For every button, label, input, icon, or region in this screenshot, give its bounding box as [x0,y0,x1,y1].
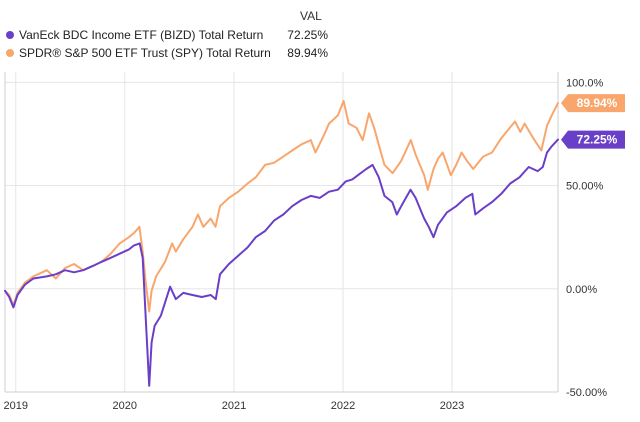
end-value-tag-0 [561,130,625,149]
legend-item-spy[interactable]: SPDR® S&P 500 ETF Trust (SPY) Total Retu… [6,46,346,62]
legend-label-spy: SPDR® S&P 500 ETF Trust (SPY) Total Retu… [19,46,271,60]
legend-swatch-spy [6,49,14,57]
x-tick-label-4: 2023 [440,400,464,412]
legend-value-bizd: 72.25% [287,28,328,42]
end-value-label-0: 72.25% [577,133,618,147]
y-tick-label-0: 100.0% [566,77,604,89]
x-tick-label-2: 2021 [222,400,246,412]
legend-value-spy: 89.94% [287,46,328,60]
end-value-tag-1 [561,94,625,113]
legend-swatch-bizd [6,31,14,39]
y-tick-label-2: 0.00% [566,284,597,296]
x-tick-label-3: 2022 [331,400,355,412]
legend-label-bizd: VanEck BDC Income ETF (BIZD) Total Retur… [19,28,264,42]
y-tick-label-3: -50.00% [566,387,607,399]
series-line-0 [4,138,559,387]
x-tick-label-0: 2019 [4,400,28,412]
x-tick-label-1: 2020 [112,400,136,412]
end-value-label-1: 89.94% [577,96,618,110]
legend: VAL VanEck BDC Income ETF (BIZD) Total R… [0,0,640,70]
legend-value-header: VAL [300,9,322,23]
series-line-1 [4,99,559,313]
legend-item-bizd[interactable]: VanEck BDC Income ETF (BIZD) Total Retur… [6,28,346,44]
y-tick-label-1: 50.00% [566,181,604,193]
